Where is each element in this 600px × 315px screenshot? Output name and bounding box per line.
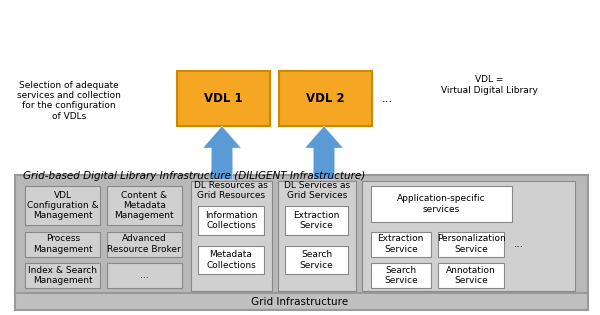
Bar <box>25 263 100 288</box>
Text: ...: ... <box>382 92 392 105</box>
Text: DL Services as
Grid Services: DL Services as Grid Services <box>284 181 350 200</box>
Bar <box>371 263 431 288</box>
Bar <box>15 293 588 310</box>
Text: VDL =
Virtual Digital Library: VDL = Virtual Digital Library <box>441 75 538 95</box>
Text: DL Resources as
Grid Resources: DL Resources as Grid Resources <box>194 181 268 200</box>
Bar <box>438 263 504 288</box>
Text: Content &
Metadata
Management: Content & Metadata Management <box>115 191 174 220</box>
Text: Annotation
Service: Annotation Service <box>446 266 496 285</box>
Text: Selection of adequate
services and collection
for the configuration
of VDLs: Selection of adequate services and colle… <box>17 81 121 121</box>
Text: Extraction
Service: Extraction Service <box>377 234 424 254</box>
Bar <box>198 246 264 274</box>
Polygon shape <box>305 126 343 180</box>
Text: ...: ... <box>140 271 149 280</box>
Text: Grid Infrastructure: Grid Infrastructure <box>251 297 349 306</box>
Bar <box>371 232 431 257</box>
Text: Search
Service: Search Service <box>299 250 334 270</box>
Bar <box>107 186 182 225</box>
Text: Search
Service: Search Service <box>384 266 418 285</box>
Bar <box>278 181 356 291</box>
Polygon shape <box>203 126 241 180</box>
Text: Metadata
Collections: Metadata Collections <box>206 250 256 270</box>
Bar <box>279 71 372 126</box>
Bar <box>25 232 100 257</box>
Bar <box>191 181 272 291</box>
Text: VDL
Configuration &
Management: VDL Configuration & Management <box>27 191 98 220</box>
Bar <box>198 206 264 235</box>
Text: Application-specific
services: Application-specific services <box>397 194 485 214</box>
Bar <box>177 71 270 126</box>
Text: Process
Management: Process Management <box>33 234 92 254</box>
Bar <box>371 186 512 222</box>
Text: Index & Search
Management: Index & Search Management <box>28 266 97 285</box>
Bar <box>15 175 588 296</box>
Bar <box>362 181 575 291</box>
Text: Information
Collections: Information Collections <box>205 211 257 230</box>
Bar <box>285 246 348 274</box>
Text: Extraction
Service: Extraction Service <box>293 211 340 230</box>
Text: Grid-based Digital Library Infrastructure (DILIGENT Infrastructure): Grid-based Digital Library Infrastructur… <box>23 171 365 181</box>
Text: ...: ... <box>514 239 524 249</box>
Text: Advanced
Resource Broker: Advanced Resource Broker <box>107 234 181 254</box>
Bar <box>438 232 504 257</box>
Bar <box>107 263 182 288</box>
Bar <box>285 206 348 235</box>
Text: VDL 1: VDL 1 <box>204 92 243 105</box>
Text: VDL 2: VDL 2 <box>306 92 345 105</box>
Text: Personalization
Service: Personalization Service <box>437 234 505 254</box>
Bar <box>107 232 182 257</box>
Bar <box>25 186 100 225</box>
